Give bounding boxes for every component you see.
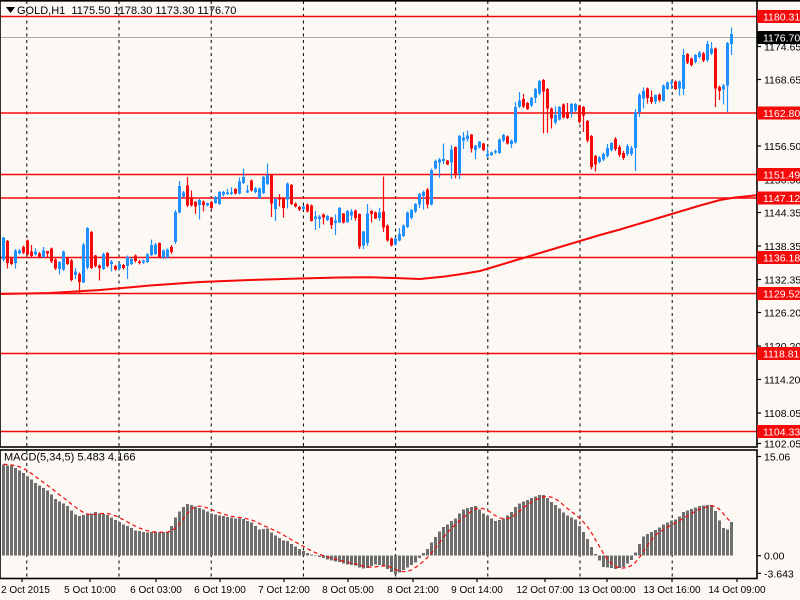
svg-text:GOLD,H1 1175.50 1178.30 1173.: GOLD,H1 1175.50 1178.30 1173.30 1176.70 (17, 5, 236, 17)
svg-text:1176.70: 1176.70 (763, 33, 800, 45)
svg-text:1118.81: 1118.81 (763, 349, 800, 361)
svg-text:0.00: 0.00 (764, 551, 785, 563)
svg-text:6 Oct 19:00: 6 Oct 19:00 (194, 585, 246, 596)
svg-text:6 Oct 03:00: 6 Oct 03:00 (130, 585, 182, 596)
svg-text:1129.52: 1129.52 (763, 289, 800, 301)
svg-text:MACD(5,34,5) 5.483 4.166: MACD(5,34,5) 5.483 4.166 (4, 452, 135, 464)
svg-text:1138.35: 1138.35 (764, 241, 800, 253)
svg-text:1151.49: 1151.49 (763, 170, 800, 182)
svg-text:1162.80: 1162.80 (763, 108, 800, 120)
svg-text:1102.05: 1102.05 (764, 439, 800, 451)
svg-text:14 Oct 09:00: 14 Oct 09:00 (708, 585, 766, 596)
svg-text:1147.12: 1147.12 (763, 193, 800, 205)
svg-text:13 Oct 16:00: 13 Oct 16:00 (643, 585, 701, 596)
svg-text:13 Oct 00:00: 13 Oct 00:00 (578, 585, 636, 596)
svg-text:1108.05: 1108.05 (764, 408, 800, 420)
svg-text:7 Oct 12:00: 7 Oct 12:00 (258, 585, 310, 596)
svg-text:12 Oct 07:00: 12 Oct 07:00 (516, 585, 574, 596)
svg-text:1168.65: 1168.65 (764, 75, 800, 87)
svg-text:-3.643: -3.643 (764, 568, 794, 580)
svg-text:2 Oct 2015: 2 Oct 2015 (1, 585, 50, 596)
svg-text:1104.33: 1104.33 (763, 427, 800, 439)
svg-text:15.06: 15.06 (764, 452, 790, 464)
svg-text:1156.50: 1156.50 (764, 141, 800, 153)
svg-text:1144.35: 1144.35 (764, 208, 800, 220)
svg-text:1136.18: 1136.18 (763, 253, 800, 265)
svg-text:5 Oct 10:00: 5 Oct 10:00 (64, 585, 116, 596)
svg-text:9 Oct 14:00: 9 Oct 14:00 (451, 585, 503, 596)
svg-text:8 Oct 21:00: 8 Oct 21:00 (387, 585, 439, 596)
svg-text:1114.20: 1114.20 (764, 375, 800, 387)
svg-text:8 Oct 05:00: 8 Oct 05:00 (322, 585, 374, 596)
svg-text:1180.31: 1180.31 (763, 12, 800, 24)
svg-text:1174.65: 1174.65 (764, 42, 800, 54)
svg-text:1126.20: 1126.20 (764, 308, 800, 320)
svg-text:1132.35: 1132.35 (764, 275, 800, 287)
